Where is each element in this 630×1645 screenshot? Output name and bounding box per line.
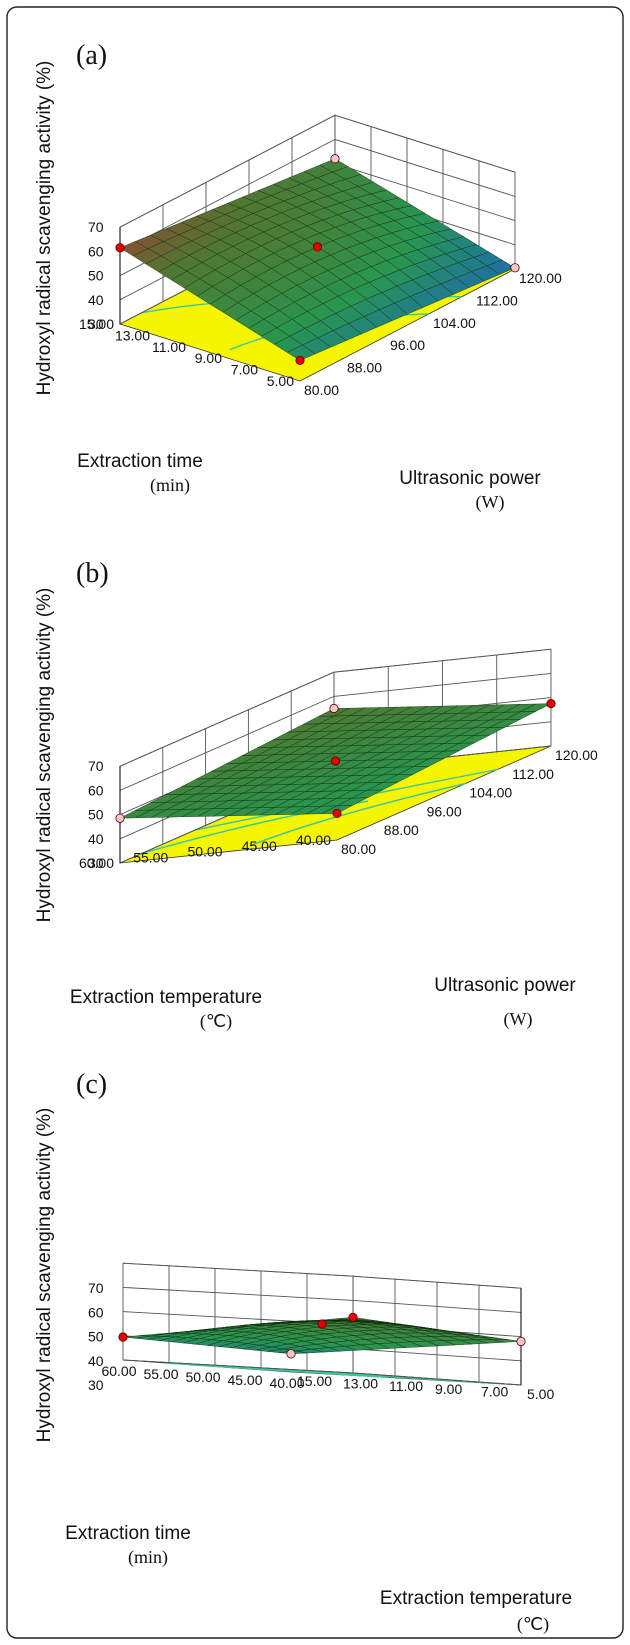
x-tick-label: 112.00 — [476, 292, 518, 308]
z-tick-label: 70 — [88, 1280, 104, 1296]
y-axis-title-c: Extraction time — [65, 1523, 191, 1544]
x-axis-unit-a: (W) — [476, 492, 505, 513]
design-point — [348, 1312, 358, 1322]
response-surface-c — [122, 1317, 522, 1355]
z-tick-label: 50 — [88, 807, 104, 823]
response-surface-a — [119, 158, 516, 361]
panel-label-a: (a) — [76, 40, 107, 71]
design-point — [516, 1336, 526, 1347]
x-tick-label: 120.00 — [555, 747, 598, 763]
z-tick-label: 30 — [88, 316, 104, 332]
y-axis-unit-a: (min) — [150, 475, 190, 496]
panel-c-surface-plot: 30 40 50 60 70 40.00 45.00 50.00 55.00 60.00 15.00… — [34, 1069, 572, 1635]
x-tick-label: 96.00 — [427, 803, 462, 819]
design-point — [329, 703, 339, 714]
design-point — [295, 355, 305, 366]
x-tick-label: 88.00 — [347, 360, 382, 376]
y-tick-label: 40.00 — [296, 832, 331, 848]
z-tick-label: 30 — [88, 1377, 104, 1393]
z-tick-label: 60 — [88, 243, 104, 259]
z-axis-title-c: Hydroxyl radical scavenging activity (%) — [34, 1108, 55, 1443]
z-gridline — [119, 672, 552, 791]
panel-a-surface-plot: 30 40 50 60 70 80.00 88.00 96.00 104.00112.00120… — [34, 40, 562, 513]
z-tick-label: 60 — [88, 1304, 104, 1320]
z-gridline — [122, 1286, 522, 1313]
x-tick-label: 120.00 — [519, 270, 562, 286]
x-tick-label: 80.00 — [304, 382, 339, 398]
x-tick-label: 40.00 — [269, 1375, 304, 1391]
y-tick-label: 55.00 — [133, 849, 168, 865]
y-axis-unit-b: (℃) — [200, 1011, 232, 1032]
x-tick-label: 60.00 — [101, 1363, 136, 1379]
x-axis-title-a: Ultrasonic power — [399, 468, 541, 489]
design-point — [510, 263, 520, 273]
y-tick-label: 11.00 — [389, 1378, 423, 1394]
x-axis-title-b: Ultrasonic power — [434, 975, 576, 996]
y-tick-label: 15.00 — [297, 1373, 332, 1389]
x-tick-label: 112.00 — [512, 766, 554, 782]
x-tick-label: 80.00 — [341, 841, 376, 857]
panel-b-surface-plot: 30 40 50 60 70 80.00 88.00 96.00 104.00112.00120… — [34, 558, 598, 1032]
response-surface-b — [119, 703, 552, 819]
x-tick-label: 45.00 — [227, 1372, 262, 1388]
y-tick-label: 50.00 — [187, 844, 222, 860]
y-tick-label: 9.00 — [195, 350, 222, 366]
z-tick-label: 40 — [88, 1353, 104, 1369]
z-tick-label: 60 — [88, 782, 104, 798]
design-point — [546, 699, 556, 709]
y-tick-label: 15.00 — [79, 316, 114, 332]
design-point — [312, 242, 323, 252]
z-gridline — [122, 1359, 522, 1386]
z-tick-label: 70 — [88, 219, 104, 235]
design-point — [118, 1332, 128, 1342]
y-tick-label: 13.00 — [343, 1376, 378, 1392]
design-point — [317, 1319, 327, 1329]
y-axis-unit-c: (min) — [128, 1547, 168, 1568]
panel-label-b: (b) — [76, 558, 109, 589]
design-point — [115, 813, 125, 823]
y-tick-label: 13.00 — [115, 327, 150, 343]
z-tick-label: 50 — [88, 268, 104, 284]
z-gridline — [119, 114, 516, 228]
y-tick-label: 60.00 — [79, 855, 114, 871]
z-gridline — [122, 1262, 522, 1289]
x-axis-unit-c: (℃) — [517, 1614, 549, 1635]
z-axis-title-b: Hydroxyl radical scavenging activity (%) — [34, 588, 55, 923]
contour-line — [249, 782, 466, 847]
y-tick-label: 9.00 — [435, 1381, 462, 1397]
design-point — [330, 154, 340, 164]
x-tick-label: 96.00 — [390, 337, 425, 353]
z-gridline — [119, 138, 516, 252]
design-point — [115, 243, 125, 253]
y-axis-title-b: Extraction temperature — [70, 987, 262, 1008]
y-tick-label: 5.00 — [527, 1386, 554, 1402]
x-tick-label: 55.00 — [143, 1366, 178, 1382]
y-tick-label: 11.00 — [152, 339, 186, 355]
x-tick-label: 50.00 — [185, 1369, 220, 1385]
y-tick-label: 7.00 — [481, 1383, 508, 1399]
z-tick-label: 40 — [88, 292, 104, 308]
z-tick-label: 30 — [88, 855, 104, 871]
y-tick-label: 45.00 — [242, 838, 277, 854]
y-tick-label: 7.00 — [231, 362, 258, 378]
y-tick-label: 5.00 — [267, 373, 294, 389]
z-gridline — [119, 648, 552, 767]
x-tick-label: 104.00 — [469, 785, 512, 801]
x-tick-label: 104.00 — [433, 315, 476, 331]
z-axis-title-a: Hydroxyl radical scavenging activity (%) — [34, 61, 55, 396]
design-point — [286, 1349, 296, 1359]
z-tick-label: 70 — [88, 758, 104, 774]
design-point — [332, 808, 342, 818]
y-axis-title-a: Extraction time — [77, 451, 203, 472]
z-tick-label: 40 — [88, 831, 104, 847]
design-point — [330, 756, 341, 766]
x-tick-label: 88.00 — [384, 822, 419, 838]
z-tick-label: 50 — [88, 1329, 104, 1345]
panel-label-c: (c) — [76, 1069, 107, 1100]
x-axis-title-c: Extraction temperature — [380, 1588, 572, 1609]
figure-border — [6, 6, 624, 1639]
x-axis-unit-b: (W) — [504, 1009, 533, 1030]
